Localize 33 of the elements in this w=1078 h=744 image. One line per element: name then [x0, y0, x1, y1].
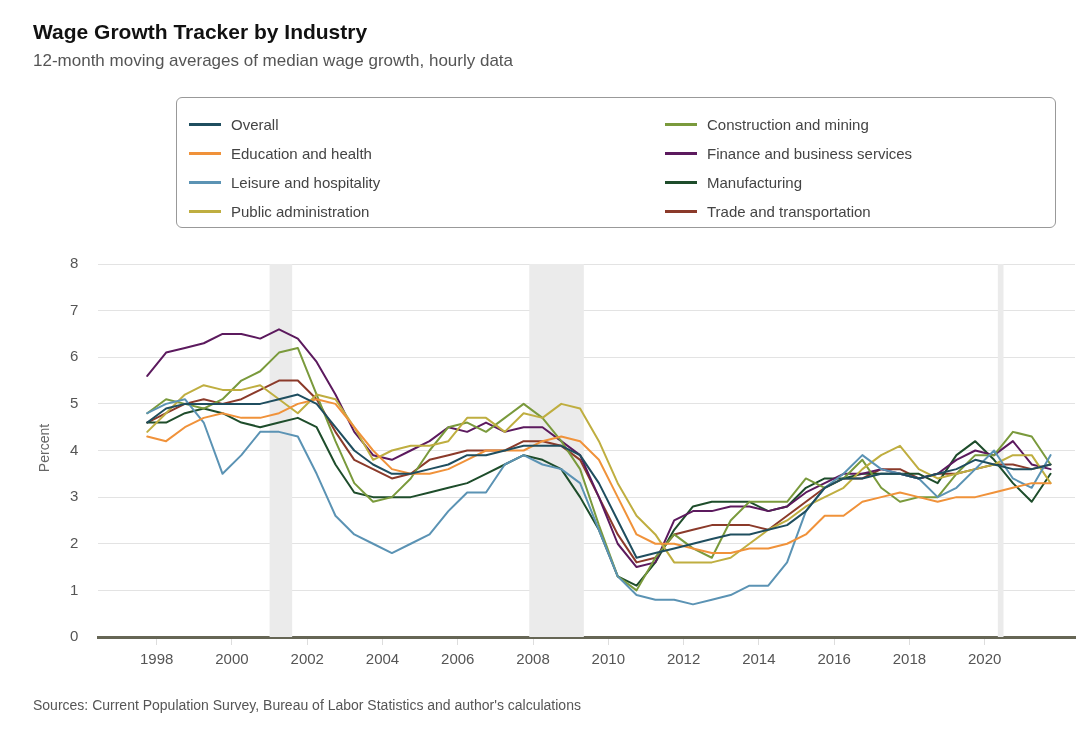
legend-label: Trade and transportation	[707, 203, 871, 220]
x-tick-label: 1998	[139, 650, 174, 668]
y-tick-label: 2	[70, 533, 79, 551]
legend-label: Construction and mining	[707, 116, 869, 133]
x-tick-label: 2002	[290, 650, 324, 668]
legend-label: Overall	[231, 116, 279, 133]
y-tick-label: 6	[70, 347, 79, 365]
legend-label: Manufacturing	[707, 174, 803, 191]
x-tick-label: 2008	[516, 650, 550, 668]
x-tick-label: 2006	[441, 650, 475, 668]
y-tick-label: 3	[70, 487, 79, 505]
x-tick-label: 2020	[967, 650, 1002, 668]
chart-subtitle: 12-month moving averages of median wage growth, hourly data	[33, 51, 514, 71]
y-tick-label: 0	[70, 627, 79, 645]
y-tick-label: 1	[70, 580, 79, 598]
x-tick-label: 2012	[666, 650, 701, 668]
y-tick-label: 7	[70, 300, 79, 318]
x-tick-label: 2010	[591, 650, 625, 668]
legend-label: Public administration	[231, 203, 370, 220]
legend-label: Finance and business services	[707, 145, 913, 162]
x-tick-label: 2004	[365, 650, 400, 668]
chart-title: Wage Growth Tracker by Industry	[33, 20, 368, 44]
y-tick-label: 4	[70, 440, 79, 458]
x-tick-label: 2000	[215, 650, 249, 668]
x-tick-label: 2016	[817, 650, 851, 668]
y-tick-label: 5	[70, 394, 79, 412]
y-axis-title: Percent	[36, 423, 53, 473]
source-note: Sources: Current Population Survey, Bureau of Labor Statistics and author's calculations	[33, 697, 581, 713]
legend-label: Education and health	[231, 145, 372, 162]
x-tick-label: 2014	[742, 650, 776, 668]
y-tick-label: 8	[70, 254, 79, 272]
x-tick-label: 2018	[892, 650, 927, 668]
legend-label: Leisure and hospitality	[231, 174, 381, 191]
